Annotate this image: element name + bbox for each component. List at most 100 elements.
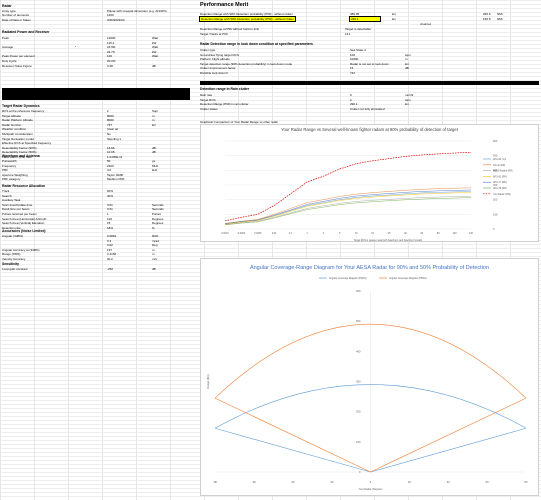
parameter-value[interactable]: 0.0864: [107, 234, 117, 238]
p50-coverage-left-edge: [214, 397, 371, 473]
parameter-value[interactable]: 8000: [107, 118, 114, 123]
parameter-row: Scan time/Update time 3.01 Seconds: [2, 203, 190, 207]
series-line-6[interactable]: [224, 151, 472, 222]
series-line-2[interactable]: [224, 195, 472, 225]
result-value[interactable]: 742: [350, 71, 356, 75]
parameter-label: Search Area (Horizontal) Azimuth: [2, 216, 47, 221]
parameter-value[interactable]: Clear air: [107, 127, 119, 132]
parameter-row: Ground/low flying target RCS 100 sqm: [200, 53, 539, 57]
series-line-4[interactable]: [224, 189, 472, 224]
parameter-value[interactable]: Taylor 40dB: [107, 172, 123, 177]
p90-coverage-arc[interactable]: [214, 384, 527, 429]
result-value[interactable]: 100: [350, 52, 356, 57]
parameter-value[interactable]: 767: [107, 122, 113, 127]
y-tick-label: 600: [356, 289, 361, 293]
angular-coverage-chart[interactable]: Angular Coverage-Range Diagram for Your …: [200, 258, 539, 496]
x-tick-label: -20: [330, 480, 334, 484]
parameter-value[interactable]: No: [107, 132, 111, 136]
parameter-row: 24.79 kW: [2, 50, 190, 54]
parameter-row: 115.4 kW: [2, 41, 190, 45]
parameter-value[interactable]: 15: [107, 221, 111, 226]
merit-value[interactable]: 489.95: [350, 12, 360, 16]
parameter-row: Detection Range (P90) in rain clutter 290…: [200, 102, 539, 106]
parameter-unit: m: [152, 247, 155, 252]
parameter-unit: Seconds: [152, 202, 164, 207]
parameter-value[interactable]: 3.48: [107, 63, 113, 68]
result-value[interactable]: 15: [350, 66, 354, 71]
parameter-value[interactable]: 8000: [107, 113, 114, 118]
section-header-waveform: Waveform and Antenna: [2, 154, 40, 158]
parameter-value[interactable]: 24790: [107, 45, 116, 50]
parameter-label: Track: [2, 189, 10, 193]
parameter-value[interactable]: 12000: [107, 36, 116, 40]
parameter-value[interactable]: 1200: [107, 13, 114, 18]
result-value[interactable]: 10000: [350, 57, 359, 62]
parameter-value[interactable]: 18%: [107, 225, 114, 230]
parameter-value[interactable]: 2: [107, 109, 109, 113]
p50-coverage-arc[interactable]: [214, 323, 527, 399]
x-tick-label: 80: [437, 232, 440, 235]
parameter-value[interactable]: 10.65: [107, 150, 115, 155]
result-value[interactable]: Sea State 4: [350, 48, 366, 52]
series-line-5[interactable]: [224, 197, 472, 226]
series-line-1[interactable]: [224, 187, 472, 224]
parameter-value[interactable]: Swerling 1: [107, 136, 122, 141]
parameter-value[interactable]: 40%: [107, 193, 114, 198]
target-detect-value[interactable]: 141: [345, 31, 351, 36]
y-tick-label: 500: [493, 154, 498, 158]
series-line-3[interactable]: [224, 192, 472, 225]
parameter-label: Multipath consideration: [2, 132, 33, 136]
parameter-value[interactable]: Medium PRF: [107, 177, 125, 182]
power-section-header: Radiated Power and Receiver: [2, 30, 190, 34]
legend-entry: APG-82 (V)1: [493, 158, 507, 161]
result-value[interactable]: 2: [350, 97, 352, 102]
parameter-value[interactable]: 1.0430E-11: [107, 155, 123, 159]
parameter-label: Auxiliary Task: [2, 198, 21, 203]
parameter-value[interactable]: 3.01: [107, 202, 113, 207]
parameter-unit: m/s: [152, 257, 157, 261]
x-axis-label: Your Radar (Degree): [359, 487, 383, 491]
parameter-value[interactable]: 30.2: [107, 257, 113, 261]
y-tick-label: 100: [493, 212, 498, 216]
parameter-row: Detectability Factor (50%) 10.65 dB: [2, 150, 190, 154]
target-section-header: Target Radar Dynamics: [2, 104, 190, 108]
parameter-value[interactable]: 20.0%: [107, 59, 116, 63]
parameter-row: Target fluctuation model Swerling 1: [2, 137, 190, 141]
parameter-value[interactable]: 3/26/2023/04: [107, 17, 125, 22]
merit-value[interactable]: 290.1: [349, 15, 381, 22]
result-value[interactable]: Clutter not fully eliminated: [350, 106, 385, 111]
series-line-0[interactable]: [224, 191, 472, 225]
parameter-value[interactable]: 100: [107, 54, 113, 59]
parameter-unit: kW: [152, 40, 157, 45]
parameter-value[interactable]: 24.79: [107, 49, 115, 54]
y-tick-label: 300: [356, 380, 361, 384]
parameter-value[interactable]: 50: [107, 159, 111, 163]
parameter-row: Auxiliary Task: [2, 198, 190, 202]
parameter-value[interactable]: 16.66: [107, 145, 115, 150]
p50-coverage-right-edge: [370, 397, 527, 473]
parameter-value[interactable]: Planar with unequal dimension (e.g. AN/A…: [107, 8, 167, 13]
target-detect-value[interactable]: Target is detectable: [345, 27, 372, 31]
parameter-value[interactable]: 0.4: [107, 238, 112, 243]
parameter-value[interactable]: 60%: [107, 189, 114, 193]
result-value[interactable]: 290.1: [350, 102, 358, 107]
p90-coverage-left-edge: [214, 427, 371, 473]
parameter-value[interactable]: 0.02: [107, 243, 113, 248]
y-tick-label: 100: [356, 440, 361, 444]
right-results-panel: Performance Merit Detection Range with 9…: [199, 2, 539, 133]
parameter-value[interactable]: 115.4: [107, 40, 115, 45]
legend-entry: Angular Coverage Diagram (P50%): [389, 277, 427, 280]
parameter-label: Duty Cycle: [2, 59, 17, 63]
parameter-value[interactable]: 197: [107, 247, 113, 252]
parameter-value[interactable]: 4.0: [107, 168, 112, 173]
parameter-value[interactable]: -250: [107, 267, 114, 271]
parameter-value[interactable]: 120: [107, 216, 113, 221]
parameter-value[interactable]: 2400: [107, 163, 114, 168]
result-value[interactable]: 0: [350, 93, 352, 97]
parameter-unit: kHz: [152, 168, 158, 173]
parameter-value[interactable]: 0.01: [107, 207, 113, 212]
parameter-value[interactable]: 3.4156: [107, 252, 117, 257]
parameter-value[interactable]: 1: [107, 212, 109, 216]
result-value[interactable]: Radar is not set to look down: [350, 61, 389, 66]
range-comparison-chart[interactable]: Your Radar Range vs Several well-known f…: [200, 124, 539, 242]
